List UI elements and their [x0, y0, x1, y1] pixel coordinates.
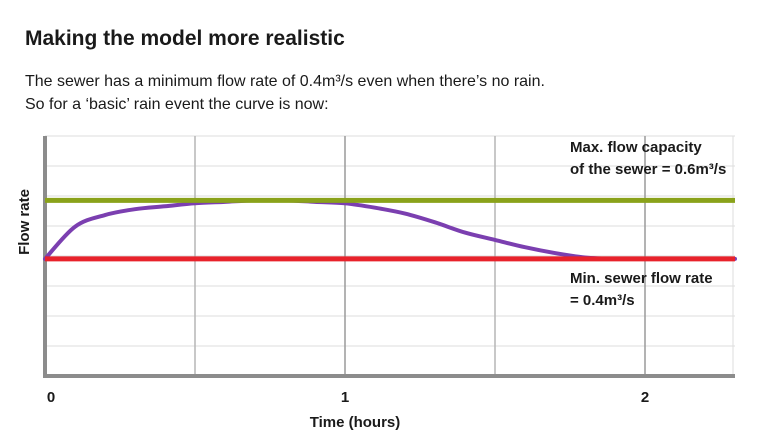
series-line-flow-rate-curve [43, 198, 737, 262]
max-capacity-label-line-2: of the sewer = 0.6m³/s [570, 161, 726, 178]
x-axis-label: Time (hours) [310, 414, 401, 431]
series-group [43, 197, 737, 262]
labels: 0 1 2 Time (hours) Flow rate Max. flow capaci… [16, 139, 726, 431]
x-tick-label: 2 [641, 389, 649, 406]
y-axis-label: Flow rate [16, 189, 33, 255]
max-capacity-label-line-1: Max. flow capacity [570, 139, 702, 156]
intro-line-1: The sewer has a minimum flow rate of 0.4… [25, 73, 545, 90]
x-tick-label: 0 [47, 389, 55, 406]
min-flow-label-line-1: Min. sewer flow rate [570, 270, 713, 287]
min-flow-label-line-2: = 0.4m³/s [570, 292, 635, 309]
x-tick-label: 1 [341, 389, 349, 406]
intro-text: The sewer has a minimum flow rate of 0.4… [25, 70, 545, 116]
intro-line-2: So for a ‘basic’ rain event the curve is… [25, 96, 329, 113]
page-title: Making the model more realistic [25, 27, 345, 50]
